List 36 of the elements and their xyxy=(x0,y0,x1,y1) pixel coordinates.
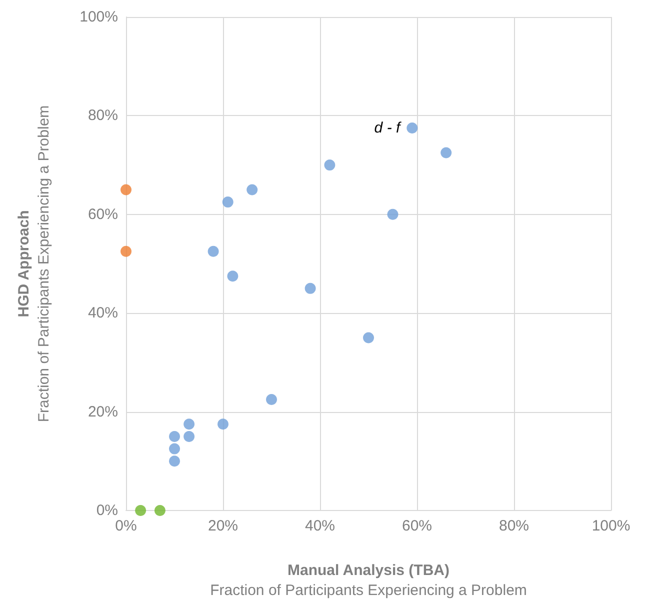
x-tick-label: 100% xyxy=(592,518,630,534)
y-tick-label: 100% xyxy=(80,8,118,26)
point xyxy=(266,394,277,405)
point xyxy=(120,246,132,257)
point xyxy=(208,246,219,257)
x-tick-label: 80% xyxy=(498,518,530,534)
point xyxy=(135,505,146,516)
x-tick-label: 20% xyxy=(208,518,238,534)
point xyxy=(246,184,258,196)
point xyxy=(120,184,132,196)
point xyxy=(169,430,180,442)
x-tick-label: 0% xyxy=(115,518,137,534)
point xyxy=(184,430,195,442)
point xyxy=(324,160,336,171)
point xyxy=(184,418,195,430)
point xyxy=(169,456,180,467)
y-tick-label: 60% xyxy=(88,206,118,223)
x-tick-label: 60% xyxy=(402,518,432,534)
y-tick-label: 80% xyxy=(88,107,118,124)
annotation: d - f xyxy=(374,120,402,137)
y-tick-label: 40% xyxy=(88,304,118,322)
x-tick-label: 40% xyxy=(304,518,336,534)
point xyxy=(440,147,452,158)
point xyxy=(218,418,228,430)
point xyxy=(387,208,398,220)
y-axis-title: HGD Approach Fraction of Participants Experiencing a Problem xyxy=(16,105,52,422)
point xyxy=(222,196,234,208)
y-tick-label: 20% xyxy=(88,403,118,420)
point xyxy=(227,270,238,282)
x-axis-title: Manual Analysis (TBA) Fraction of Participants Experiencing a Problem xyxy=(210,562,527,599)
point xyxy=(406,122,418,134)
point xyxy=(363,332,374,344)
point xyxy=(154,505,166,516)
y-tick-label: 0% xyxy=(96,502,118,519)
point xyxy=(304,282,316,294)
point xyxy=(169,443,180,454)
